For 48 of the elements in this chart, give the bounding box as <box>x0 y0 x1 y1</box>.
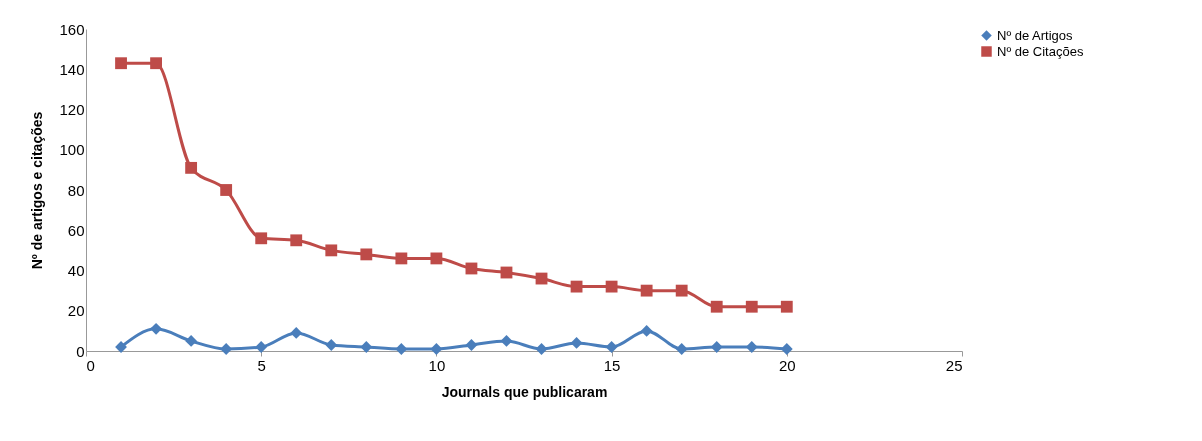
y-tick-label: 100 <box>59 141 85 159</box>
point <box>500 335 513 347</box>
point <box>675 343 688 355</box>
y-axis-title: Nº de artigos e citações <box>29 111 46 270</box>
point <box>465 339 478 351</box>
x-tick-label: 20 <box>778 356 796 374</box>
point <box>395 252 408 265</box>
point <box>675 284 688 297</box>
point <box>220 184 233 196</box>
y-tick-label: 0 <box>76 342 85 360</box>
point <box>150 322 162 335</box>
point <box>115 57 127 70</box>
point <box>430 343 443 355</box>
point <box>255 341 268 353</box>
x-tick-label: 15 <box>603 356 621 374</box>
y-tick-label: 60 <box>67 221 85 239</box>
y-tick-label: 160 <box>59 20 85 38</box>
point <box>640 324 653 337</box>
point <box>255 232 268 245</box>
y-tick-label: 120 <box>59 101 85 118</box>
y-tick-label: 80 <box>67 181 85 199</box>
point <box>570 337 583 349</box>
point <box>640 284 653 297</box>
x-tick-label: 25 <box>945 356 963 374</box>
x-tick-label: 5 <box>257 356 266 374</box>
y-tick-label: 20 <box>67 302 85 320</box>
point <box>185 161 198 174</box>
point <box>185 335 198 347</box>
x-tick-label: 10 <box>428 356 446 374</box>
y-tick-label: 40 <box>67 262 85 279</box>
point <box>605 341 618 353</box>
point <box>290 326 303 339</box>
point <box>360 248 373 261</box>
point <box>360 341 373 353</box>
point <box>150 57 162 70</box>
point <box>710 300 723 313</box>
x-axis-title: Journals que publicaram <box>441 383 608 400</box>
point <box>430 252 443 265</box>
point <box>570 280 583 293</box>
point <box>605 280 618 293</box>
point <box>745 300 758 313</box>
point <box>780 300 793 313</box>
y-tick-label: 140 <box>59 60 85 78</box>
legend-label: Nº de Citações <box>997 43 1084 59</box>
legend-label: Nº de Artigos <box>997 27 1074 43</box>
point <box>535 343 548 355</box>
point <box>290 234 303 247</box>
point <box>325 244 338 257</box>
